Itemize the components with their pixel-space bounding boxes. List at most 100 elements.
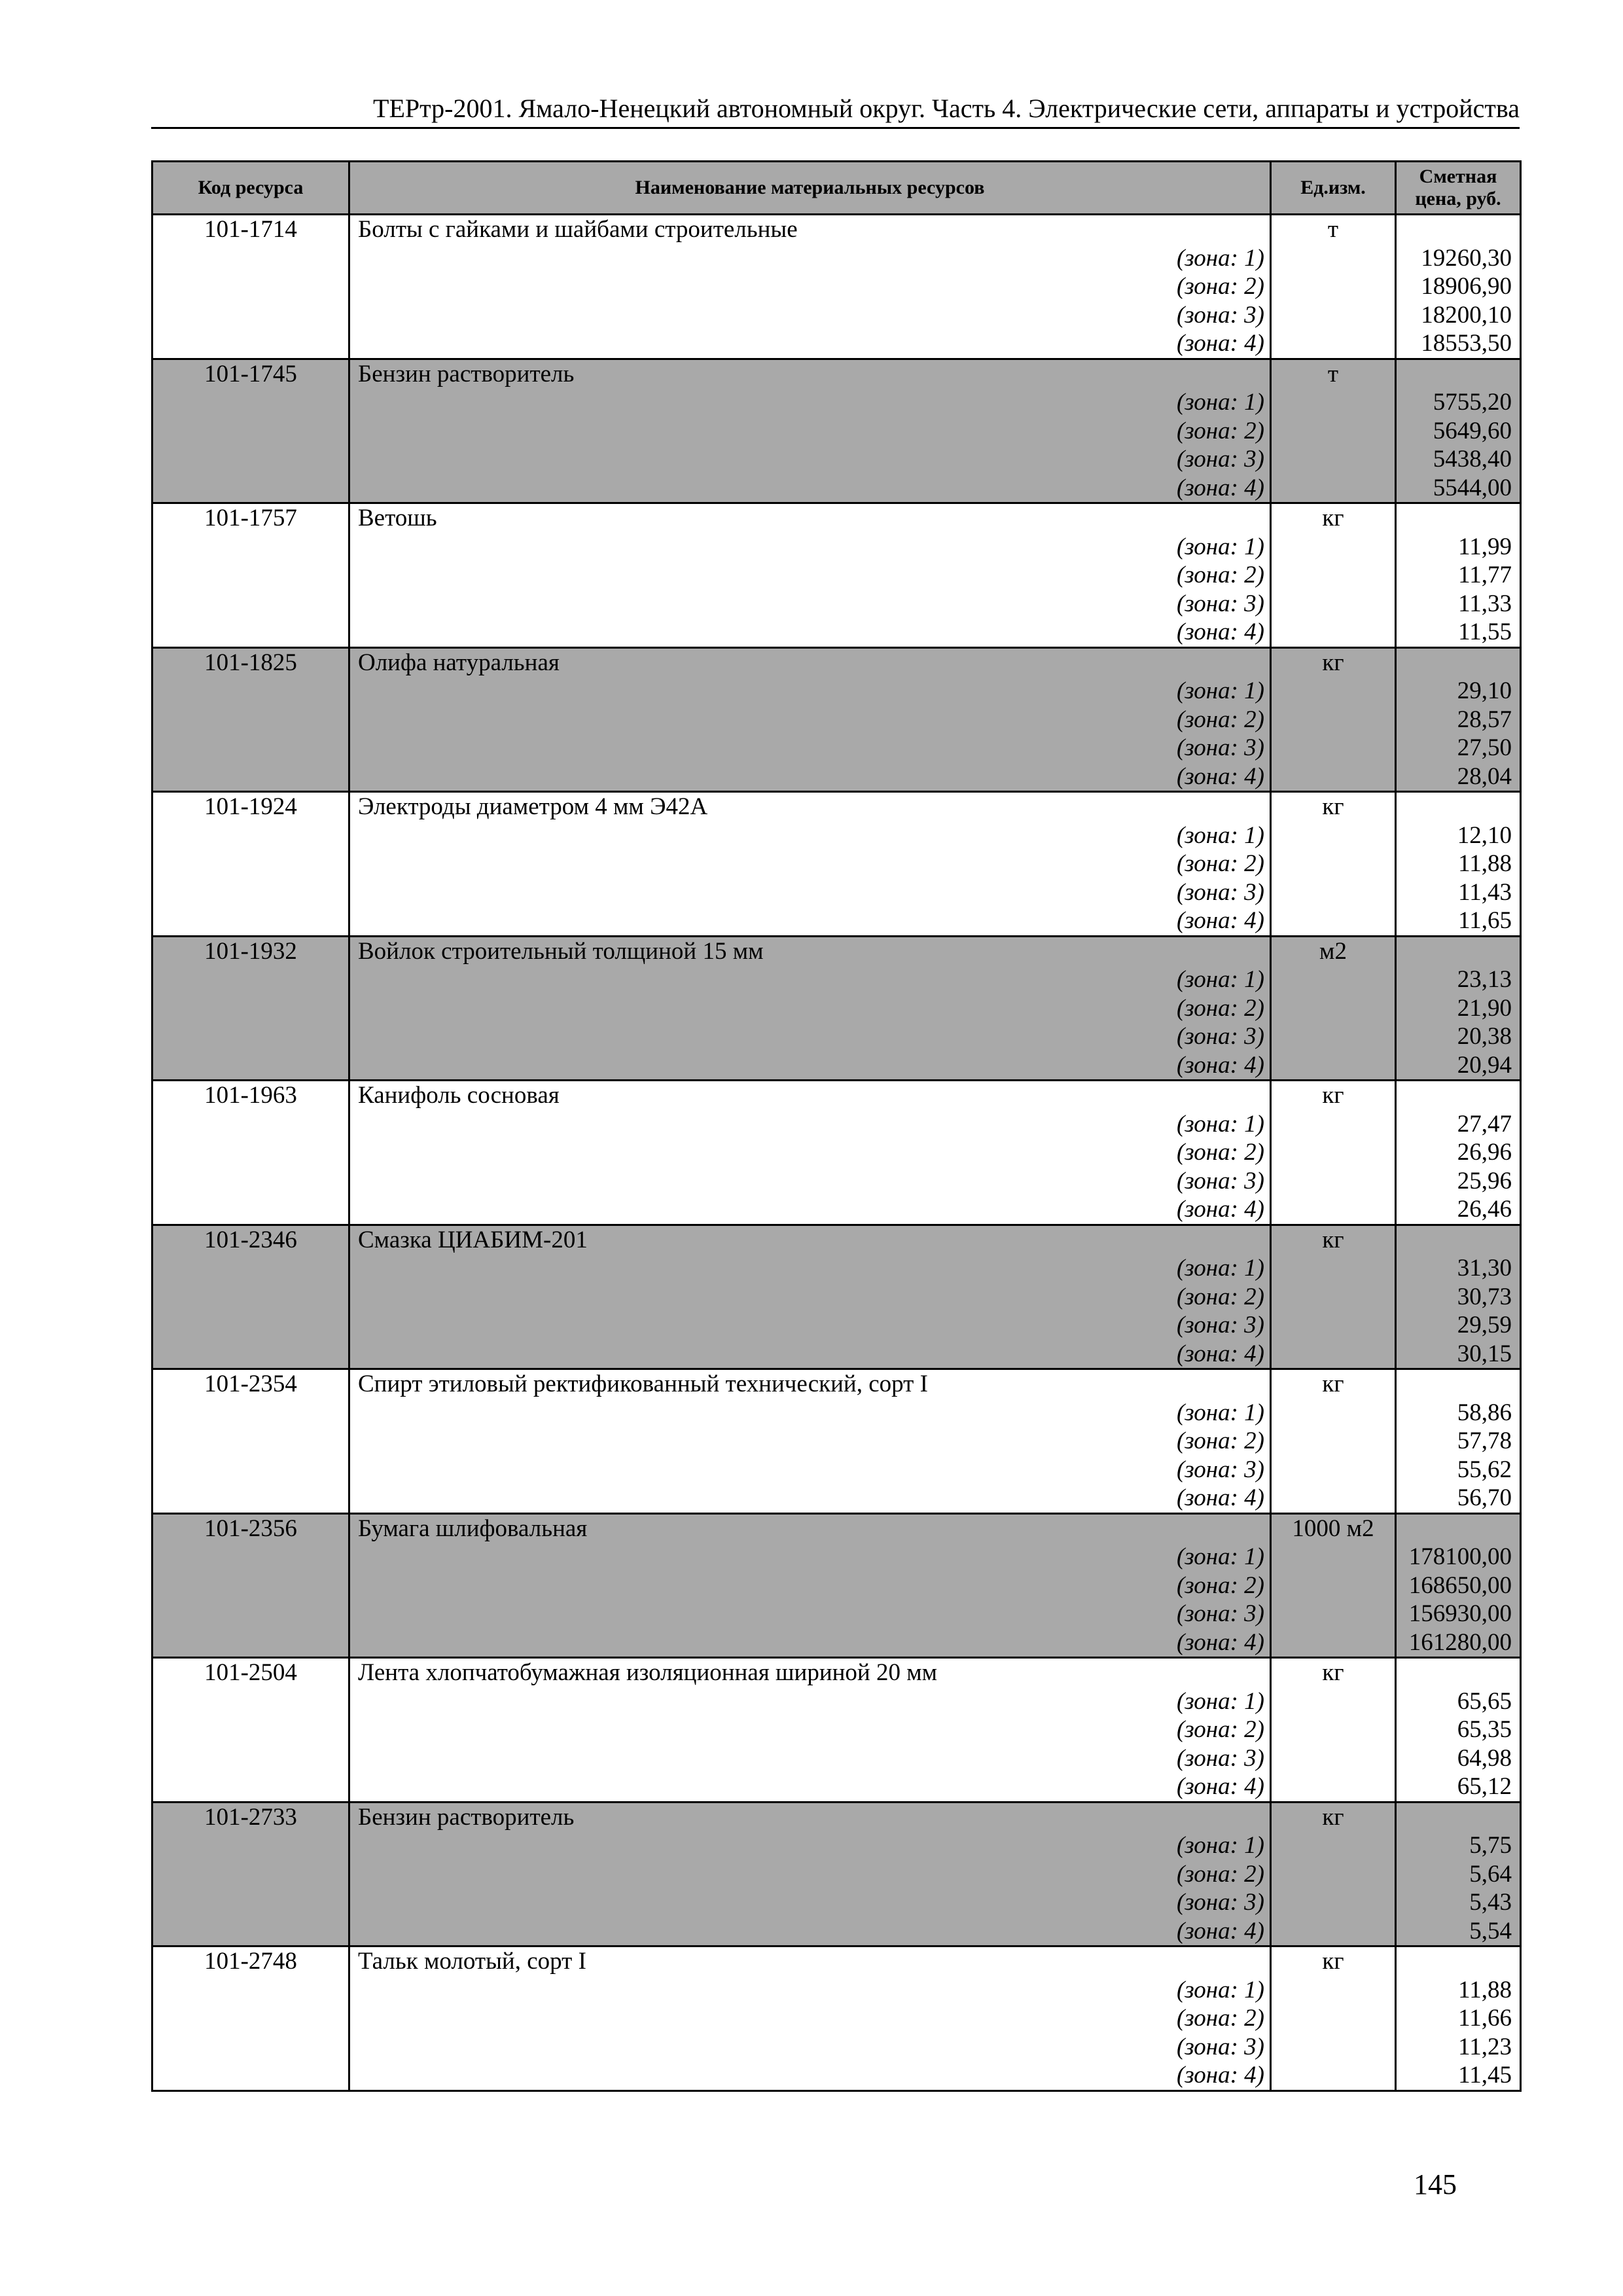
price-cell: 178100,00 168650,00 156930,00 161280,00 (1395, 1512, 1522, 1659)
zone-label: (зона: 2) (1176, 562, 1264, 588)
zone-label: (зона: 1) (1176, 677, 1264, 704)
zone-price: 5438,40 (1433, 446, 1512, 473)
price-spacer (1397, 1081, 1512, 1110)
resource-code-cell: 101-2504 (151, 1657, 350, 1803)
price-spacer (1397, 1947, 1512, 1976)
zone-price: 21,90 (1457, 994, 1512, 1022)
resource-name-cell: Бензин растворитель (зона: 1) (зона: 2) (зо… (348, 1801, 1272, 1947)
resource-code: 101-2356 (204, 1515, 297, 1542)
zone-price: 20,38 (1457, 1023, 1512, 1050)
unit-value: кг (1322, 505, 1344, 531)
zone-label: (зона: 3) (1176, 734, 1264, 761)
zone-price: 28,57 (1457, 706, 1512, 733)
resource-name: Бумага шлифовальная (358, 1515, 588, 1542)
zone-label: (зона: 1) (1176, 1832, 1264, 1859)
resource-code-cell: 101-1745 (151, 357, 350, 504)
price-cell: 23,13 21,90 20,38 20,94 (1395, 935, 1522, 1081)
price-cell: 31,30 30,73 29,59 30,15 (1395, 1223, 1522, 1370)
resource-name-cell: Олифа натуральная (зона: 1) (зона: 2) (зона… (348, 646, 1272, 793)
resource-code-cell: 101-1757 (151, 502, 350, 649)
zone-price: 11,88 (1458, 850, 1512, 877)
price-spacer (1397, 937, 1512, 966)
price-cell: 12,10 11,88 11,43 11,65 (1395, 791, 1522, 937)
resource-code: 101-1963 (204, 1082, 297, 1109)
zone-price: 5,64 (1469, 1860, 1512, 1888)
unit-cell: кг (1270, 1657, 1397, 1803)
column-header-code: Код ресурса (151, 160, 350, 215)
zone-price: 20,94 (1457, 1051, 1512, 1079)
zone-label: (зона: 3) (1176, 2033, 1264, 2060)
unit-value: кг (1322, 1082, 1344, 1109)
zone-label: (зона: 2) (1176, 850, 1264, 877)
zone-label: (зона: 4) (1176, 474, 1264, 501)
zone-price: 18906,90 (1421, 273, 1512, 300)
zone-label: (зона: 3) (1176, 1456, 1264, 1483)
zone-price: 64,98 (1457, 1744, 1512, 1772)
resource-name: Ветошь (358, 505, 437, 531)
zone-price: 161280,00 (1408, 1628, 1512, 1656)
zone-price: 5755,20 (1433, 389, 1512, 416)
unit-cell: кг (1270, 646, 1397, 793)
price-spacer (1397, 1515, 1512, 1543)
zone-price: 5,54 (1469, 1917, 1512, 1945)
resource-code-cell: 101-1963 (151, 1079, 350, 1226)
zone-label: (зона: 2) (1176, 273, 1264, 300)
resource-code-cell: 101-2346 (151, 1223, 350, 1370)
unit-cell: кг (1270, 502, 1397, 649)
zone-price: 11,65 (1458, 907, 1512, 934)
unit-cell: кг (1270, 791, 1397, 937)
resource-name: Спирт этиловый ректификованный техническ… (358, 1371, 928, 1397)
zone-price: 30,15 (1457, 1340, 1512, 1367)
resource-name-cell: Лента хлопчатобумажная изоляционная шири… (348, 1657, 1272, 1803)
unit-value: кг (1322, 793, 1344, 820)
resource-code: 101-1714 (204, 216, 297, 243)
zone-label: (зона: 1) (1176, 1399, 1264, 1426)
price-spacer (1397, 793, 1512, 821)
price-cell: 27,47 26,96 25,96 26,46 (1395, 1079, 1522, 1226)
zone-label: (зона: 4) (1176, 1196, 1264, 1223)
zone-label: (зона: 3) (1176, 590, 1264, 617)
zone-price: 29,10 (1457, 677, 1512, 704)
resource-code: 101-2354 (204, 1371, 297, 1397)
zone-label: (зона: 4) (1176, 1051, 1264, 1079)
resource-code-cell: 101-1924 (151, 791, 350, 937)
zone-label: (зона: 3) (1176, 301, 1264, 329)
zone-price: 25,96 (1457, 1167, 1512, 1194)
resource-name: Войлок строительный толщиной 15 мм (358, 937, 764, 965)
column-header-unit: Ед.изм. (1270, 160, 1397, 215)
unit-cell: 1000 м2 (1270, 1512, 1397, 1659)
zone-label: (зона: 2) (1176, 1716, 1264, 1743)
zone-price: 11,23 (1458, 2033, 1512, 2060)
price-spacer (1397, 1226, 1512, 1255)
unit-value: кг (1322, 1226, 1344, 1253)
price-spacer (1397, 1659, 1512, 1687)
price-spacer (1397, 360, 1512, 389)
zone-price: 156930,00 (1408, 1600, 1512, 1627)
zone-price: 11,88 (1458, 1976, 1512, 2003)
zone-price: 11,43 (1458, 878, 1512, 906)
zone-label: (зона: 2) (1176, 706, 1264, 733)
zone-price: 5649,60 (1433, 417, 1512, 444)
zone-label: (зона: 1) (1176, 389, 1264, 416)
zone-label: (зона: 1) (1176, 966, 1264, 993)
unit-cell: т (1270, 357, 1397, 504)
zone-label: (зона: 3) (1176, 878, 1264, 906)
resource-name: Бензин растворитель (358, 1803, 575, 1831)
resource-code: 101-1757 (204, 505, 297, 531)
zone-price: 65,65 (1457, 1687, 1512, 1715)
resource-code-cell: 101-2733 (151, 1801, 350, 1947)
resource-code: 101-1924 (204, 793, 297, 820)
zone-label: (зона: 1) (1176, 1976, 1264, 2003)
zone-price: 5,43 (1469, 1889, 1512, 1916)
table-row: 101-1714 Болты с гайками и шайбами строит… (151, 213, 1522, 360)
zone-price: 65,35 (1457, 1716, 1512, 1743)
zone-price: 11,45 (1458, 2062, 1512, 2089)
zone-label: (зона: 1) (1176, 1255, 1264, 1282)
resource-code: 101-1825 (204, 649, 297, 676)
zone-label: (зона: 2) (1176, 1427, 1264, 1454)
zone-label: (зона: 1) (1176, 1110, 1264, 1138)
zone-label: (зона: 2) (1176, 1283, 1264, 1310)
price-cell: 5755,20 5649,60 5438,40 5544,00 (1395, 357, 1522, 504)
zone-price: 19260,30 (1421, 244, 1512, 272)
unit-value: кг (1322, 1948, 1344, 1975)
